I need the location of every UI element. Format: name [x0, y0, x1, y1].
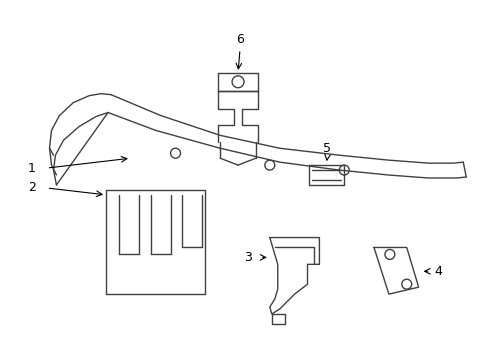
Text: 4: 4 — [434, 265, 442, 278]
Text: 2: 2 — [28, 181, 36, 194]
Text: 3: 3 — [244, 251, 251, 264]
Text: 1: 1 — [28, 162, 36, 175]
Text: 5: 5 — [323, 142, 331, 155]
Text: 6: 6 — [236, 33, 244, 46]
